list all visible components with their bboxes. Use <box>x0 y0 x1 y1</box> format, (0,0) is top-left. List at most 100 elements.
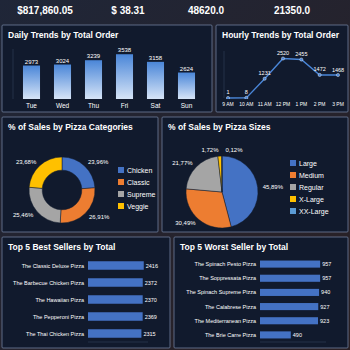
legend-label: Classic <box>127 179 150 186</box>
bars <box>23 54 195 99</box>
marker <box>318 73 321 76</box>
data-label: 2315 <box>143 331 155 337</box>
tick-label: The Hawaiian Pizza <box>35 297 85 303</box>
data-label: 2369 <box>145 314 157 320</box>
data-label: 26,91% <box>89 214 110 220</box>
marker <box>336 73 339 76</box>
line <box>228 59 338 98</box>
tick-label: Sun <box>181 102 193 109</box>
panel <box>174 237 348 348</box>
data-label: 1468 <box>332 67 344 73</box>
bar <box>260 261 320 268</box>
data-label: 25,46% <box>13 212 34 218</box>
chart-title: % of Sales by Pizza Sizes <box>168 122 271 132</box>
panel <box>2 117 158 232</box>
legend-label: Medium <box>299 172 324 179</box>
data-label: 2416 <box>146 263 158 269</box>
kpi-value: 21350.0 <box>274 5 311 16</box>
chart-title: % of Sales by Pizza Categories <box>8 122 133 132</box>
kpi-value: $ 38.31 <box>111 5 145 16</box>
marker <box>300 58 303 61</box>
data-label: 8 <box>245 89 248 95</box>
chart-title: Hourly Trends by Total Order <box>222 30 340 40</box>
kpi-value: $817,860.05 <box>17 5 73 16</box>
tick-label: The Mediterranean Pizza <box>195 318 257 324</box>
data-label: 1472 <box>314 66 326 72</box>
tick-label: Tue <box>26 102 37 109</box>
tick-label: 11 AM <box>258 101 272 107</box>
bar <box>178 73 195 99</box>
data-label: 1,72% <box>201 147 219 153</box>
value-axis <box>13 49 14 99</box>
background <box>0 0 350 350</box>
legend-label: Supreme <box>127 191 156 199</box>
bar <box>260 331 291 338</box>
slice <box>29 187 61 223</box>
tick-label: 3 PM <box>332 101 344 107</box>
legend-swatch <box>118 167 124 173</box>
bar <box>116 54 133 99</box>
data-label: 2455 <box>295 51 307 57</box>
chart-title: Daily Trends by Total Order <box>8 30 119 40</box>
data-label: 923 <box>320 318 329 324</box>
legend-swatch <box>290 172 296 178</box>
data-label: 21,77% <box>172 160 193 166</box>
data-label: 23,96% <box>88 159 109 165</box>
data-label: 490 <box>293 332 302 338</box>
legend-label: Large <box>299 160 317 168</box>
legend-swatch <box>118 191 124 197</box>
data-label: 2520 <box>277 50 289 56</box>
data-label: 957 <box>322 275 331 281</box>
tick-label: 2 PM <box>314 101 326 107</box>
bar <box>85 60 102 99</box>
bars <box>260 261 320 339</box>
tick-label: The Brie Carre Pizza <box>205 332 257 338</box>
value-axis <box>260 342 326 343</box>
bar <box>260 317 318 324</box>
data-label: 3024 <box>56 58 70 64</box>
bars <box>88 261 144 338</box>
data-label: 3239 <box>87 53 101 59</box>
value-axis <box>88 342 148 343</box>
data-label: 23,68% <box>16 159 37 165</box>
tick-label: The Barbecue Chicken Pizza <box>13 280 85 286</box>
legend-swatch <box>118 179 124 185</box>
legend-swatch <box>290 208 296 214</box>
tick-label: The Spinach Supreme Pizza <box>186 289 257 295</box>
legend-swatch <box>290 196 296 202</box>
data-label: 957 <box>322 261 331 267</box>
tick-label: 9 AM <box>222 101 233 107</box>
tick-label: Wed <box>56 102 70 109</box>
tick-label: Fri <box>121 102 129 109</box>
data-label: 2372 <box>145 280 157 286</box>
marker <box>263 77 266 80</box>
legend-label: Regular <box>299 184 324 192</box>
panel <box>162 117 348 232</box>
panel <box>216 25 348 112</box>
tick-label: The Spinach Pesto Pizza <box>195 261 257 267</box>
data-label: 2370 <box>145 297 157 303</box>
bar <box>88 295 143 304</box>
bar <box>23 66 40 99</box>
data-label: 927 <box>320 304 329 310</box>
data-label: 1 <box>226 89 229 95</box>
legend-swatch <box>118 203 124 209</box>
tick-label: The Pepperoni Pizza <box>33 314 85 320</box>
legend-label: XX-Large <box>299 208 329 216</box>
data-label: 3158 <box>149 55 163 61</box>
data-label: 0,12% <box>225 147 243 153</box>
bar <box>88 261 144 270</box>
tick-label: 10 AM <box>239 101 253 107</box>
legend-label: Veggie <box>127 203 149 211</box>
data-label: 2973 <box>25 59 39 65</box>
slice <box>221 156 222 192</box>
data-label: 940 <box>321 289 330 295</box>
bar <box>260 289 319 296</box>
legend-label: X-Large <box>299 196 324 204</box>
marker <box>281 57 284 60</box>
value-axis <box>224 51 225 98</box>
bar <box>260 275 320 282</box>
data-label: 2624 <box>180 66 194 72</box>
chart-title: Top 5 Worst Seller by Total <box>180 242 288 252</box>
marker <box>245 96 248 99</box>
